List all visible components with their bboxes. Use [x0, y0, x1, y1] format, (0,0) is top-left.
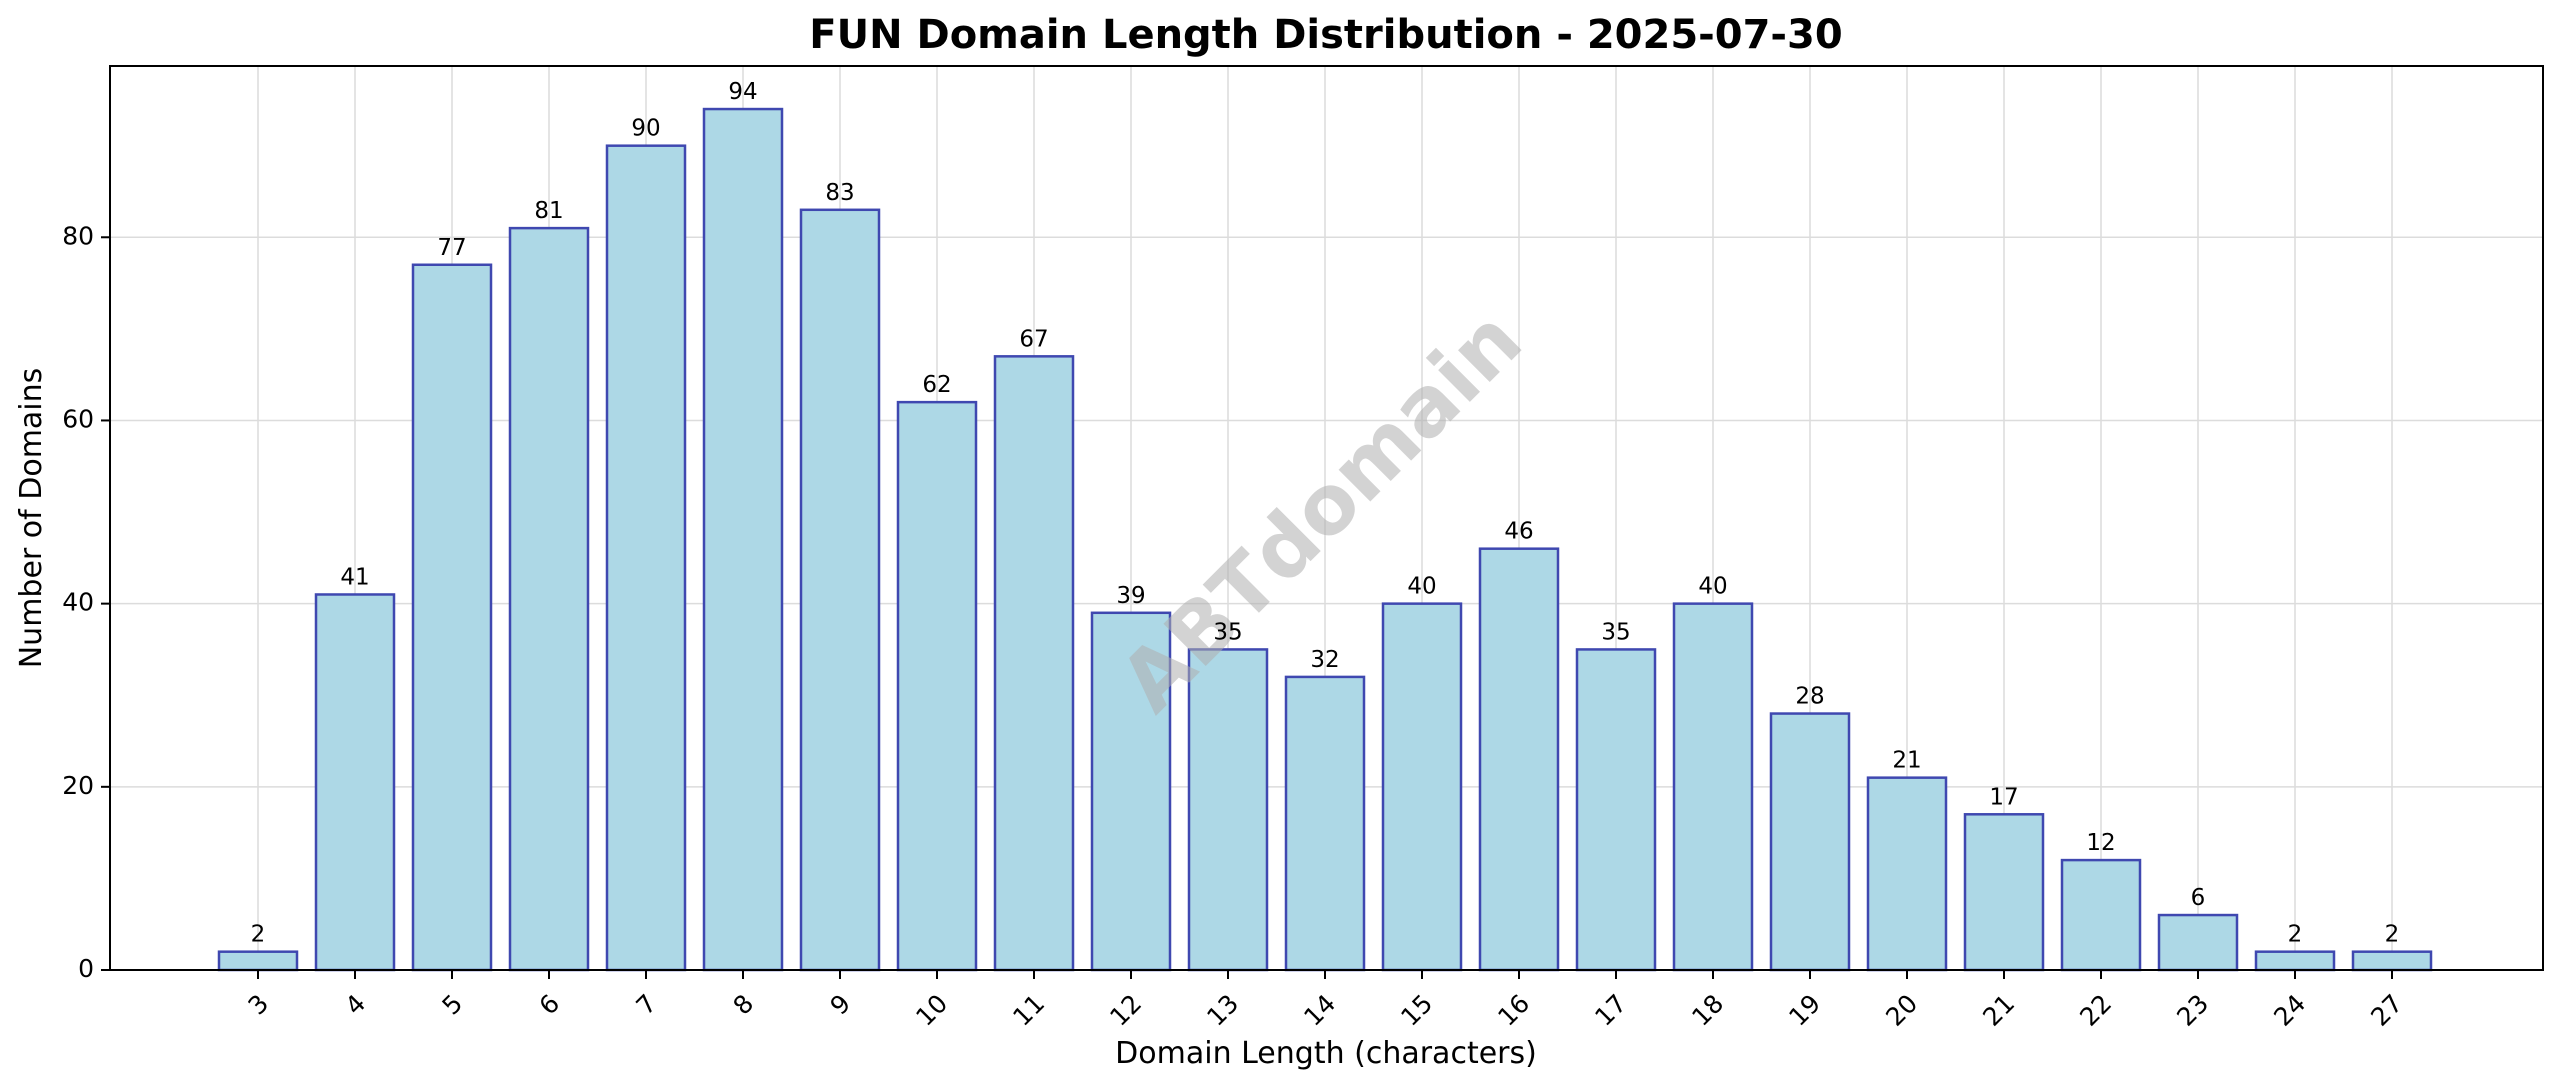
bar	[1575, 648, 1657, 972]
data-label: 94	[728, 79, 757, 105]
x-tick-label: 4	[339, 989, 371, 1021]
x-tick-label: 3	[242, 989, 274, 1021]
bar	[1284, 675, 1366, 972]
bar	[605, 144, 687, 972]
data-label: 6	[2191, 885, 2206, 911]
bars	[217, 107, 2433, 972]
data-label: 35	[1213, 619, 1242, 645]
data-label: 2	[2288, 922, 2303, 948]
x-axis-label: Domain Length (characters)	[1115, 1036, 1537, 1071]
y-tick-label: 60	[62, 404, 94, 433]
x-tick-label: 22	[2074, 989, 2117, 1032]
bar	[2254, 950, 2336, 972]
x-axis: 3 4 5 6 7 8 9 10 11 12 13 14 15 16 17 18 19 20 21 22 23 24 27	[242, 970, 2408, 1032]
y-axis-label: Number of Domains	[14, 368, 49, 669]
bar	[799, 208, 881, 972]
data-label: 41	[340, 564, 369, 590]
data-label: 32	[1310, 647, 1339, 673]
x-tick-label: 13	[1201, 989, 1244, 1032]
data-label: 2	[2385, 922, 2400, 948]
bar	[314, 593, 396, 972]
data-label: 39	[1116, 583, 1145, 609]
plot-frame	[109, 65, 2544, 971]
y-tick-label: 80	[62, 221, 94, 250]
bar	[1478, 547, 1560, 972]
x-tick-label: 11	[1007, 989, 1050, 1032]
data-label: 40	[1698, 574, 1727, 600]
y-axis: 0 20 40 60 80	[62, 221, 110, 983]
data-label: 28	[1795, 684, 1824, 710]
x-tick-label: 6	[533, 989, 565, 1021]
data-label: 35	[1601, 619, 1630, 645]
bar	[1963, 813, 2045, 972]
data-label: 83	[825, 180, 854, 206]
y-tick-label: 20	[62, 771, 94, 800]
bar	[2351, 950, 2433, 972]
y-tick-label: 0	[78, 954, 94, 983]
x-tick-label: 5	[436, 989, 468, 1021]
bar	[1187, 648, 1269, 972]
bar	[1866, 776, 1948, 972]
data-label: 21	[1892, 748, 1921, 774]
x-tick-label: 23	[2171, 989, 2214, 1032]
data-label: 12	[2086, 830, 2115, 856]
data-label: 67	[1019, 326, 1048, 352]
bar	[217, 950, 299, 972]
data-label: 77	[437, 235, 466, 261]
x-tick-label: 18	[1686, 989, 1729, 1032]
bar	[1381, 602, 1463, 972]
x-tick-label: 16	[1492, 989, 1535, 1032]
data-label: 81	[534, 198, 563, 224]
data-label: 40	[1407, 574, 1436, 600]
bar	[1090, 611, 1172, 972]
data-label: 17	[1989, 784, 2018, 810]
data-label: 46	[1504, 519, 1533, 545]
bar	[411, 263, 493, 972]
bar	[1769, 712, 1851, 972]
x-tick-label: 8	[727, 989, 759, 1021]
x-tick-label: 15	[1395, 989, 1438, 1032]
bar	[993, 355, 1075, 972]
bar	[896, 400, 978, 972]
x-tick-label: 17	[1589, 989, 1632, 1032]
data-label: 90	[631, 116, 660, 142]
x-tick-label: 10	[910, 989, 953, 1032]
x-tick-label: 12	[1104, 989, 1147, 1032]
x-tick-label: 14	[1298, 989, 1341, 1032]
data-label: 2	[251, 922, 266, 948]
x-tick-label: 20	[1880, 989, 1923, 1032]
bar	[2157, 913, 2239, 972]
bar	[2060, 858, 2142, 972]
chart-title: FUN Domain Length Distribution - 2025-07…	[809, 12, 1842, 58]
bar	[702, 107, 784, 972]
data-label: 62	[922, 372, 951, 398]
x-tick-label: 21	[1977, 989, 2020, 1032]
x-tick-label: 24	[2268, 989, 2311, 1032]
x-tick-label: 27	[2365, 989, 2408, 1032]
x-tick-label: 19	[1783, 989, 1826, 1032]
x-tick-label: 9	[824, 989, 856, 1021]
bar	[1672, 602, 1754, 972]
y-tick-label: 40	[62, 588, 94, 617]
bar	[508, 226, 590, 972]
data-labels: 2417781909483626739353240463540282117126…	[251, 79, 2400, 948]
x-tick-label: 7	[630, 989, 662, 1021]
